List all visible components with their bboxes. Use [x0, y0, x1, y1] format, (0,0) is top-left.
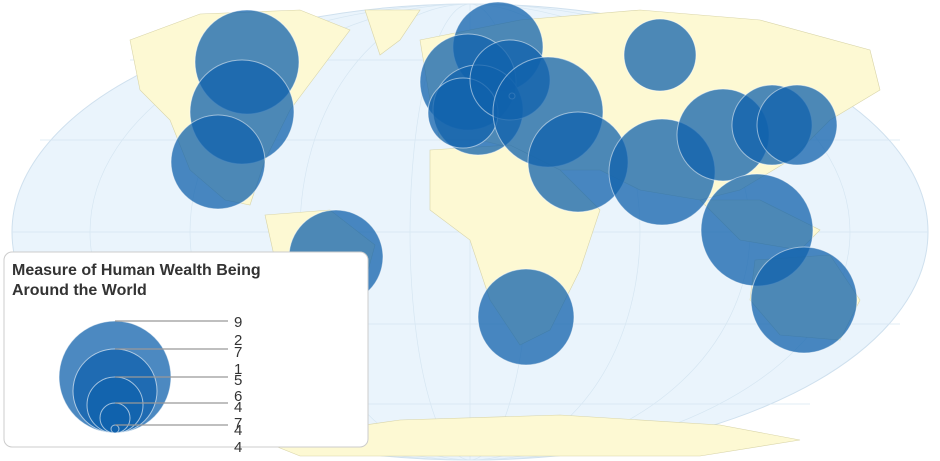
bubble[interactable] [477, 268, 575, 366]
legend-label: 7 [234, 415, 242, 432]
bubble[interactable] [750, 246, 858, 354]
legend-label: 2 [234, 332, 242, 349]
legend-label: 9 [234, 314, 242, 331]
legend-title: Measure of Human Wealth Being [12, 262, 261, 279]
legend-circle [110, 424, 120, 434]
legend-label: 4 [234, 422, 242, 439]
bubble[interactable] [170, 114, 266, 210]
legend-label: 4 [234, 399, 242, 416]
legend-label: 6 [234, 388, 242, 405]
legend-title: Around the World [12, 282, 147, 299]
bubble[interactable] [623, 18, 697, 92]
legend: Measure of Human Wealth Being Around the … [3, 251, 369, 456]
legend-label: 7 [234, 344, 242, 361]
legend-label: 5 [234, 372, 242, 389]
legend-label: 1 [234, 361, 242, 378]
bubbles [170, 1, 858, 366]
bubble[interactable] [756, 84, 838, 166]
legend-label: 4 [234, 439, 242, 456]
